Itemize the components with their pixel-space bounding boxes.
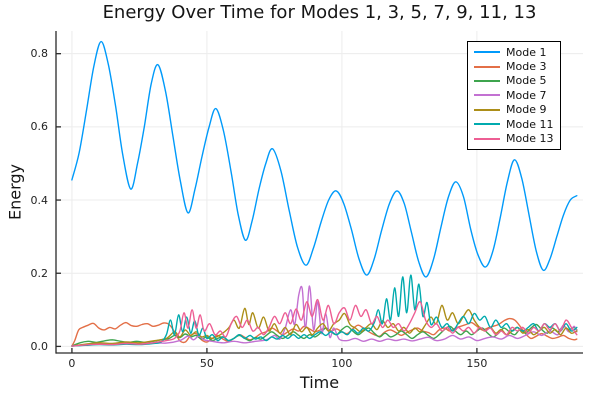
x-tick-label-150: 150 [466,357,488,370]
legend-label: Mode 1 [506,45,547,59]
y-tick-label-0.4: 0.4 [30,193,49,207]
legend-label: Mode 5 [506,74,547,88]
y-tick-label-0.8: 0.8 [30,47,49,61]
x-tick-label-0: 0 [68,357,76,370]
series-line-mode-9 [71,304,578,347]
series-line-mode-1 [71,40,578,278]
legend-line-sample [474,65,500,68]
legend-line-sample [474,51,500,54]
legend-line-sample [474,79,500,82]
legend-label: Mode 3 [506,60,547,74]
chart-title: Energy Over Time for Modes 1, 3, 5, 7, 9… [102,2,537,23]
legend-label: Mode 13 [506,132,554,146]
y-tick-label-0.6: 0.6 [30,120,49,134]
series-line-mode-13 [71,298,578,347]
legend-entry-mode-7: Mode 7 [474,88,553,102]
legend-entry-mode-3: Mode 3 [474,59,553,73]
legend-label: Mode 7 [506,88,547,102]
legend-entry-mode-13: Mode 13 [474,131,553,145]
y-tick-label-0.0: 0.0 [30,339,49,353]
legend-line-sample [474,137,500,140]
legend: Mode 1 Mode 3 Mode 5 Mode 7 Mode 9 Mode 11 Mod… [467,41,562,150]
y-tick-label-0.2: 0.2 [30,266,49,280]
series-line-mode-11 [71,274,578,347]
series-curves [71,40,578,347]
x-tick-label-50: 50 [199,357,214,370]
legend-entry-mode-5: Mode 5 [474,74,553,88]
axes-spines [55,31,583,354]
x-tick-label-100: 100 [331,357,353,370]
legend-entry-mode-1: Mode 1 [474,45,553,59]
legend-line-sample [474,108,500,111]
legend-label: Mode 9 [506,103,547,117]
x-axis-label: Time [299,373,340,392]
legend-entry-mode-9: Mode 9 [474,103,553,117]
series-line-mode-7 [71,285,578,347]
legend-entry-mode-11: Mode 11 [474,117,553,131]
y-axis-label: Energy [5,163,25,221]
legend-label: Mode 11 [506,117,554,131]
legend-line-sample [474,123,500,126]
legend-line-sample [474,94,500,97]
